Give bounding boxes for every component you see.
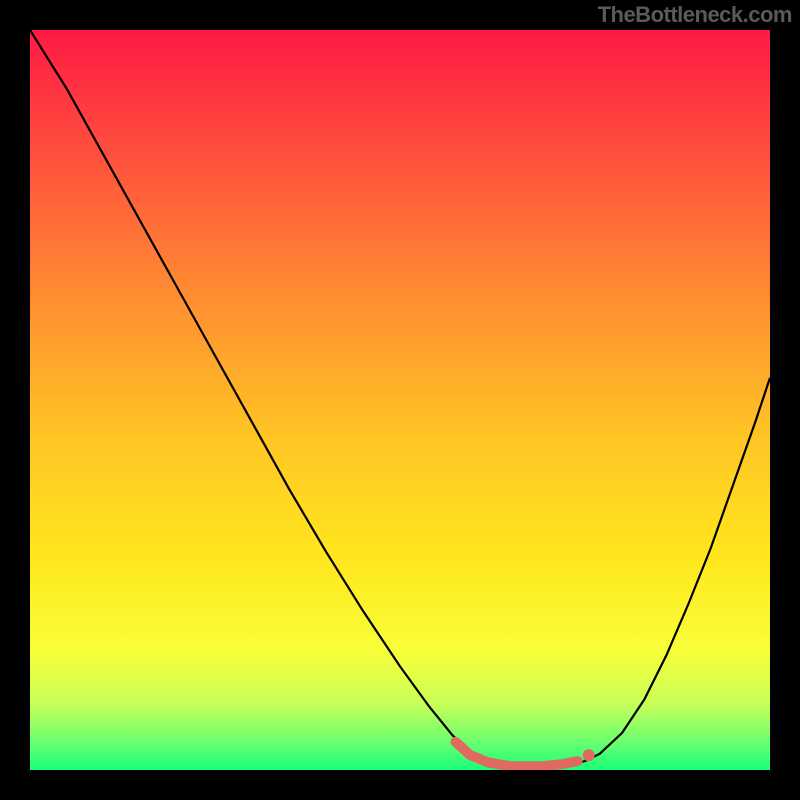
chart-svg: [30, 30, 770, 770]
gradient-background: [30, 30, 770, 770]
watermark-text: TheBottleneck.com: [598, 2, 792, 28]
plot-area: [30, 30, 770, 770]
optimal-end-dot: [583, 749, 595, 761]
